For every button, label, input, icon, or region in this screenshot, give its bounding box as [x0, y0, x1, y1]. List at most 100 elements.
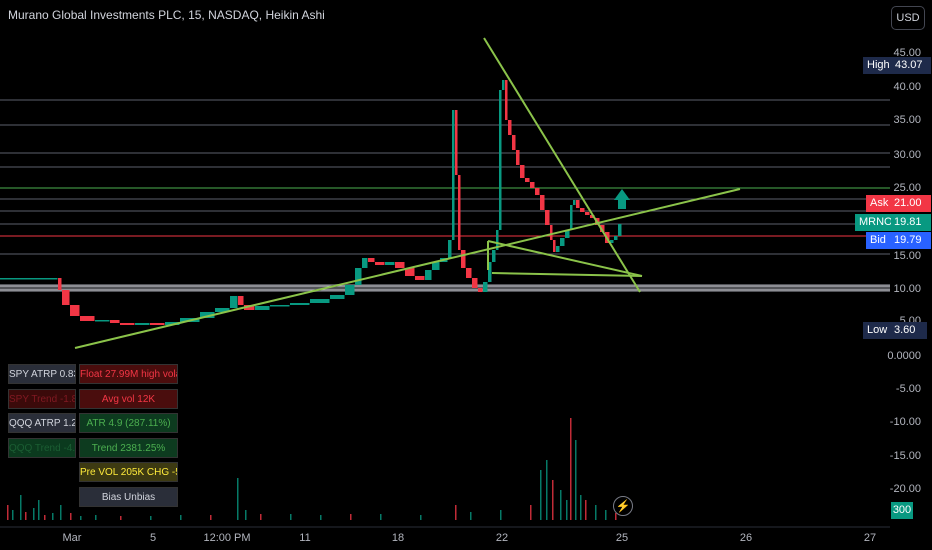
candle	[355, 268, 362, 285]
candle	[458, 175, 461, 250]
candle	[573, 200, 576, 205]
candle	[600, 225, 605, 232]
candle	[614, 236, 618, 240]
candle	[483, 282, 488, 292]
candle	[492, 250, 496, 262]
volume-bar	[560, 490, 562, 520]
candle	[395, 262, 405, 268]
candle	[345, 285, 355, 295]
symbol-label: MRNO	[855, 214, 899, 231]
volume-bar	[12, 510, 14, 520]
volume-bar	[540, 470, 542, 520]
candle	[70, 305, 80, 316]
candle	[618, 224, 622, 236]
candle	[0, 278, 58, 280]
candle	[570, 205, 573, 230]
candle	[230, 296, 238, 308]
candle	[448, 240, 452, 258]
lightning-bolt-icon[interactable]: ⚡	[613, 496, 633, 516]
indicator-right: ATR 4.9 (287.11%)	[79, 413, 178, 433]
price-axis-label: 35.00	[893, 114, 921, 126]
volume-bar	[380, 514, 382, 520]
volume-bar	[615, 513, 617, 520]
candle	[461, 250, 466, 268]
volume-bar	[575, 440, 577, 520]
candle	[520, 165, 525, 178]
candle	[270, 305, 290, 307]
volume-bar	[420, 515, 422, 520]
symbol-value: 19.81	[891, 214, 931, 231]
candle	[375, 262, 385, 265]
candle	[502, 80, 505, 90]
price-axis-label: 15.00	[893, 250, 921, 262]
price-axis-label: -5.00	[896, 383, 921, 395]
bid-label: Bid	[866, 232, 899, 249]
indicator-right: Avg vol 12K	[79, 389, 178, 409]
volume-bar	[52, 513, 54, 520]
candle	[540, 195, 545, 210]
candle	[516, 150, 520, 165]
indicator-left: SPY Trend -1.84%	[8, 389, 76, 409]
candle	[505, 80, 508, 120]
candle	[62, 290, 70, 305]
candle	[165, 322, 180, 325]
candle	[550, 225, 553, 240]
candle	[560, 238, 565, 246]
volume-bar	[260, 514, 262, 520]
date-axis-label: 25	[616, 532, 628, 544]
candle	[488, 262, 492, 282]
date-axis-label: 11	[299, 532, 310, 544]
volume-bar	[95, 515, 97, 520]
volume-bar	[595, 505, 597, 520]
date-axis-label: 5	[150, 532, 156, 544]
volume-bar	[7, 505, 9, 520]
candle	[290, 303, 310, 305]
currency-button[interactable]: USD	[891, 6, 925, 30]
candle	[385, 262, 395, 265]
volume-bar	[44, 515, 46, 520]
candle	[135, 323, 150, 325]
date-axis-label: 26	[740, 532, 752, 544]
support-band	[0, 284, 890, 292]
volume-bar	[210, 515, 212, 520]
indicator-right: Float 27.99M high volat	[79, 364, 178, 384]
low-value: 3.60	[891, 322, 927, 339]
date-axis-label: 12:00 PM	[203, 532, 250, 544]
volume-bar	[80, 516, 82, 520]
candle	[368, 258, 375, 262]
candle	[58, 278, 62, 290]
candle	[95, 320, 110, 322]
price-axis-label: 40.00	[893, 81, 921, 93]
price-axis-label: 25.00	[893, 182, 921, 194]
triangle-lower	[491, 272, 643, 277]
candle	[200, 312, 215, 318]
trendline-rising	[74, 188, 741, 349]
date-axis-label: 22	[496, 532, 508, 544]
date-axis-label: Mar	[63, 532, 82, 544]
price-axis-label: 45.00	[893, 47, 921, 59]
low-label: Low	[863, 322, 899, 339]
volume-bar	[237, 478, 239, 520]
volume-bar	[180, 515, 182, 520]
bid-value: 19.79	[891, 232, 931, 249]
volume-bar	[580, 495, 582, 520]
candle	[545, 210, 550, 225]
candle	[512, 135, 516, 150]
candle	[535, 188, 540, 195]
volume-bar	[530, 505, 532, 520]
volume-bar	[552, 480, 554, 520]
candle	[565, 230, 570, 238]
candle	[610, 240, 614, 243]
price-axis-label: 0.0000	[887, 350, 921, 362]
candle	[120, 323, 135, 325]
candle	[499, 90, 502, 230]
volume-bar	[455, 505, 457, 520]
candle	[244, 305, 255, 310]
candle	[525, 178, 530, 182]
candle	[405, 268, 415, 276]
indicator-right: Trend 2381.25%	[79, 438, 178, 458]
price-axis-label: 10.00	[893, 283, 921, 295]
volume-bar	[605, 510, 607, 520]
triangle-upper	[487, 240, 643, 277]
